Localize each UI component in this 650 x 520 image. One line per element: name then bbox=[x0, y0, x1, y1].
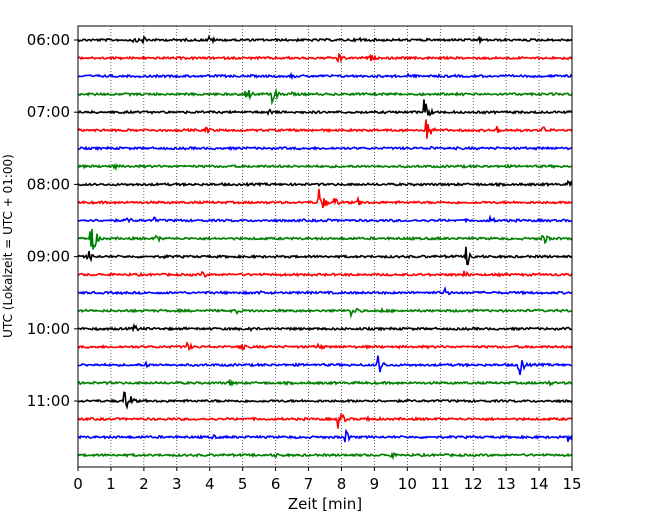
trace-row-0830 bbox=[77, 214, 573, 224]
x-tick-label: 0 bbox=[73, 475, 83, 493]
trace-row-1115 bbox=[77, 412, 573, 429]
x-tick-label: 11 bbox=[431, 475, 450, 493]
trace-row-0815 bbox=[77, 188, 573, 209]
trace-row-0900 bbox=[77, 246, 573, 266]
trace-row-0915 bbox=[77, 270, 573, 278]
x-tick-label: 7 bbox=[304, 475, 314, 493]
x-tick-label: 1 bbox=[106, 475, 116, 493]
trace-row-0945 bbox=[77, 307, 573, 319]
trace-row-0800 bbox=[77, 179, 573, 188]
x-tick-label: 13 bbox=[497, 475, 516, 493]
plot-frame bbox=[77, 25, 573, 468]
x-axis: 0 1 2 3 4 5 6 7 8 9 10 11 12 13 14 15 bbox=[73, 467, 582, 493]
trace-row-0715 bbox=[77, 119, 573, 139]
trace-row-1015 bbox=[77, 341, 573, 351]
trace-row-0730 bbox=[78, 145, 573, 151]
trace-row-0745 bbox=[77, 163, 573, 171]
trace-row-0630 bbox=[77, 71, 573, 81]
x-tick-label: 14 bbox=[530, 475, 549, 493]
trace-row-0845 bbox=[77, 229, 573, 250]
y-tick-label: 09:00 bbox=[27, 248, 70, 266]
x-tick-label: 9 bbox=[370, 475, 380, 493]
trace-row-1030 bbox=[77, 355, 572, 376]
trace-row-0645 bbox=[77, 87, 573, 106]
x-tick-label: 5 bbox=[238, 475, 248, 493]
x-tick-label: 4 bbox=[205, 475, 215, 493]
trace-row-1000 bbox=[77, 322, 573, 333]
x-axis-label: Zeit [min] bbox=[288, 495, 362, 513]
x-tick-label: 2 bbox=[139, 475, 149, 493]
trace-row-1145 bbox=[77, 451, 573, 461]
x-tick-label: 15 bbox=[562, 475, 581, 493]
trace-row-1045 bbox=[77, 378, 573, 387]
trace-row-0930 bbox=[77, 285, 573, 296]
trace-row-0615 bbox=[77, 52, 573, 64]
x-tick-label: 8 bbox=[337, 475, 347, 493]
x-tick-label: 3 bbox=[172, 475, 182, 493]
y-tick-label: 08:00 bbox=[27, 175, 70, 193]
y-axis-label: UTC (Lokalzeit = UTC + 01:00) bbox=[1, 154, 15, 338]
y-tick-label: 10:00 bbox=[27, 320, 70, 338]
trace-row-0600 bbox=[77, 34, 573, 45]
y-tick-label: 06:00 bbox=[27, 31, 70, 49]
y-axis: 06:00 07:00 08:00 09:00 10:00 11:00 bbox=[27, 31, 78, 410]
trace-row-1130 bbox=[77, 428, 573, 443]
y-tick-label: 07:00 bbox=[27, 103, 70, 121]
x-tick-label: 12 bbox=[464, 475, 483, 493]
x-tick-label: 10 bbox=[398, 475, 417, 493]
x-tick-label: 6 bbox=[271, 475, 281, 493]
trace-row-1100 bbox=[77, 391, 573, 410]
y-tick-label: 11:00 bbox=[27, 392, 70, 410]
seismogram-traces bbox=[77, 34, 573, 461]
trace-row-0700 bbox=[77, 99, 573, 117]
